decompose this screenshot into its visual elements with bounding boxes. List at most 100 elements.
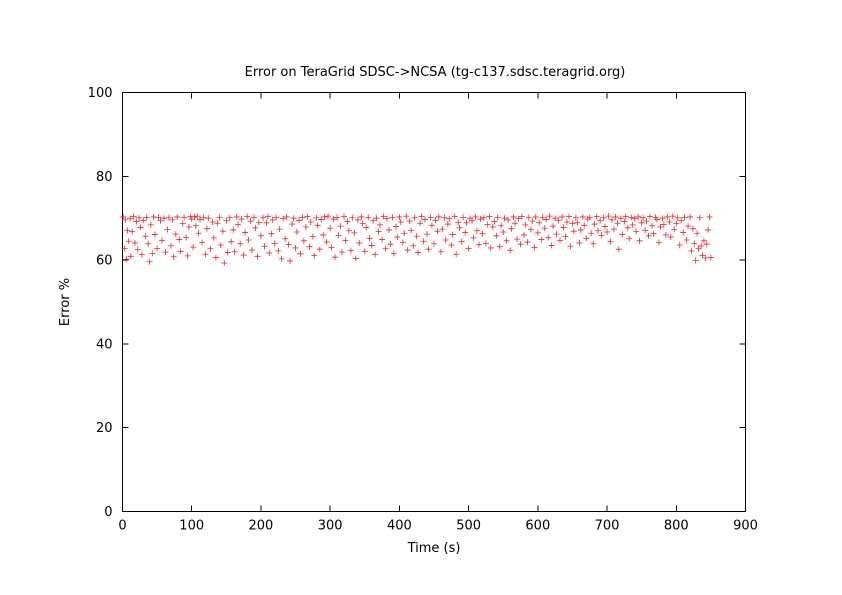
data-point (539, 214, 546, 221)
data-point (475, 241, 482, 248)
data-point (555, 217, 562, 224)
data-point (323, 239, 330, 246)
data-point (359, 220, 366, 227)
data-point (397, 218, 404, 225)
data-point (129, 228, 136, 235)
data-point (569, 220, 576, 227)
data-point (676, 242, 683, 249)
data-point (607, 238, 614, 245)
data-point (605, 213, 612, 220)
data-point (240, 252, 247, 259)
data-point (576, 239, 583, 246)
data-point (629, 221, 636, 228)
data-point (649, 222, 656, 229)
data-point (444, 221, 451, 228)
data-point (567, 243, 574, 250)
data-point (500, 229, 507, 236)
data-point (212, 254, 219, 261)
data-point (422, 216, 429, 223)
data-point (498, 222, 505, 229)
data-point (590, 240, 597, 247)
data-point (669, 213, 676, 220)
data-point (313, 214, 320, 221)
data-point (439, 226, 446, 233)
data-point (185, 223, 192, 230)
data-point (325, 213, 332, 220)
data-point (133, 218, 140, 225)
data-point (337, 223, 344, 230)
y-tick-label: 20 (96, 421, 113, 436)
data-point (487, 244, 494, 251)
x-tick-label: 500 (456, 519, 481, 534)
data-point (703, 241, 710, 248)
data-point (155, 214, 162, 221)
data-point (248, 247, 255, 254)
data-point (396, 213, 403, 220)
data-point (167, 242, 174, 249)
data-point (124, 227, 131, 234)
data-point (691, 240, 698, 247)
data-point (586, 214, 593, 221)
data-point (278, 255, 285, 262)
data-point (563, 218, 570, 225)
data-point (638, 219, 645, 226)
data-point (219, 228, 226, 235)
data-point (387, 241, 394, 248)
chart-title: Error on TeraGrid SDSC->NCSA (tg-c137.sd… (245, 65, 626, 80)
data-point (482, 240, 489, 247)
data-point (543, 216, 550, 223)
data-point (125, 238, 132, 245)
data-point (290, 215, 297, 222)
data-point (207, 245, 214, 252)
data-point (699, 252, 706, 259)
data-point (411, 214, 418, 221)
data-point (515, 215, 522, 222)
data-point (271, 240, 278, 247)
data-point (379, 236, 386, 243)
data-point (541, 225, 548, 232)
data-point (342, 237, 349, 244)
data-point (276, 226, 283, 233)
data-point (177, 248, 184, 255)
data-point (417, 220, 424, 227)
data-point (706, 213, 713, 220)
data-point (140, 217, 147, 224)
data-point (197, 216, 204, 223)
data-point (221, 260, 228, 267)
data-point (431, 240, 437, 247)
data-point (195, 230, 202, 237)
data-point (224, 249, 231, 256)
data-point (352, 255, 359, 262)
y-tick-label: 40 (96, 337, 113, 352)
data-point (134, 246, 141, 253)
data-point (418, 213, 425, 220)
x-tick-label: 100 (179, 519, 204, 534)
data-point (174, 213, 181, 220)
data-point (615, 246, 622, 253)
data-point (479, 230, 486, 237)
x-tick-label: 800 (664, 519, 689, 534)
data-point (203, 225, 210, 232)
data-point (415, 249, 422, 256)
data-point (624, 224, 631, 231)
data-point (601, 223, 608, 230)
data-point (293, 229, 300, 236)
data-point (501, 215, 508, 222)
data-point (577, 226, 584, 233)
data-point (316, 246, 323, 253)
y-tick-label: 80 (96, 170, 113, 185)
data-point (296, 217, 303, 224)
data-point (610, 226, 617, 233)
data-point (152, 231, 159, 238)
data-point (598, 232, 605, 239)
data-point (524, 239, 531, 246)
data-point (593, 213, 600, 220)
data-point (149, 250, 156, 257)
data-point (406, 218, 413, 225)
data-point (320, 231, 327, 238)
data-point (314, 222, 321, 229)
data-point (588, 230, 595, 237)
data-point (321, 213, 328, 220)
data-point (705, 226, 712, 233)
data-point (183, 234, 190, 241)
